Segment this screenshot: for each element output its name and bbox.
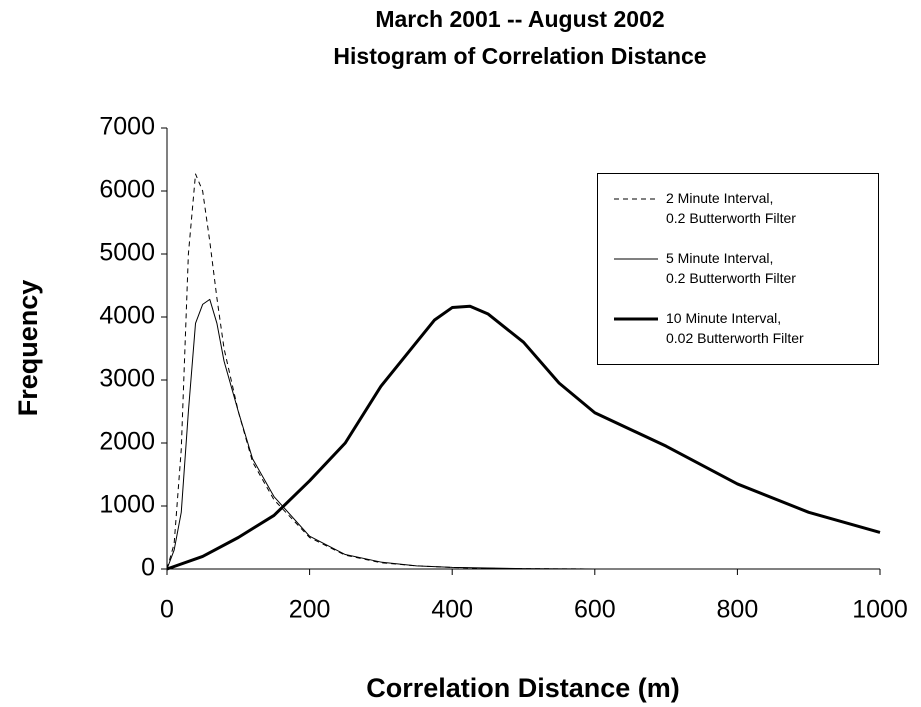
y-tick-label: 2000 <box>99 428 155 456</box>
y-tick-label: 1000 <box>99 491 155 519</box>
y-tick-label: 0 <box>141 554 155 582</box>
legend-item: 5 Minute Interval, 0.2 Butterworth Filte… <box>598 248 878 298</box>
y-axis-label: Frequency <box>13 280 43 417</box>
legend-label: 10 Minute Interval, 0.02 Butterworth Fil… <box>666 310 804 346</box>
series-line <box>166 173 595 570</box>
legend-item: 2 Minute Interval, 0.2 Butterworth Filte… <box>598 188 878 238</box>
x-axis-label: Correlation Distance (m) <box>366 673 680 703</box>
legend-item: 10 Minute Interval, 0.02 Butterworth Fil… <box>598 308 878 358</box>
series-line <box>166 304 881 571</box>
x-tick-label: 1000 <box>852 596 908 624</box>
legend-label: 5 Minute Interval, 0.2 Butterworth Filte… <box>666 250 796 286</box>
y-tick-label: 7000 <box>99 113 155 141</box>
y-tick-label: 3000 <box>99 365 155 393</box>
legend-swatch <box>614 198 658 200</box>
chart-subtitle: Histogram of Correlation Distance <box>333 43 706 69</box>
series-line <box>166 298 595 570</box>
y-tick-label: 5000 <box>99 239 155 267</box>
x-tick-label: 600 <box>574 596 616 624</box>
x-tick-label: 0 <box>160 596 174 624</box>
legend-label: 2 Minute Interval, 0.2 Butterworth Filte… <box>666 190 796 226</box>
y-tick-label: 4000 <box>99 302 155 330</box>
y-tick-label: 6000 <box>99 176 155 204</box>
legend-swatch <box>614 258 658 260</box>
x-tick-label: 400 <box>431 596 473 624</box>
x-tick-label: 200 <box>289 596 331 624</box>
chart-title: March 2001 -- August 2002 <box>375 6 664 32</box>
legend: 2 Minute Interval, 0.2 Butterworth Filte… <box>597 173 879 365</box>
x-tick-label: 800 <box>717 596 759 624</box>
legend-swatch <box>614 317 658 321</box>
